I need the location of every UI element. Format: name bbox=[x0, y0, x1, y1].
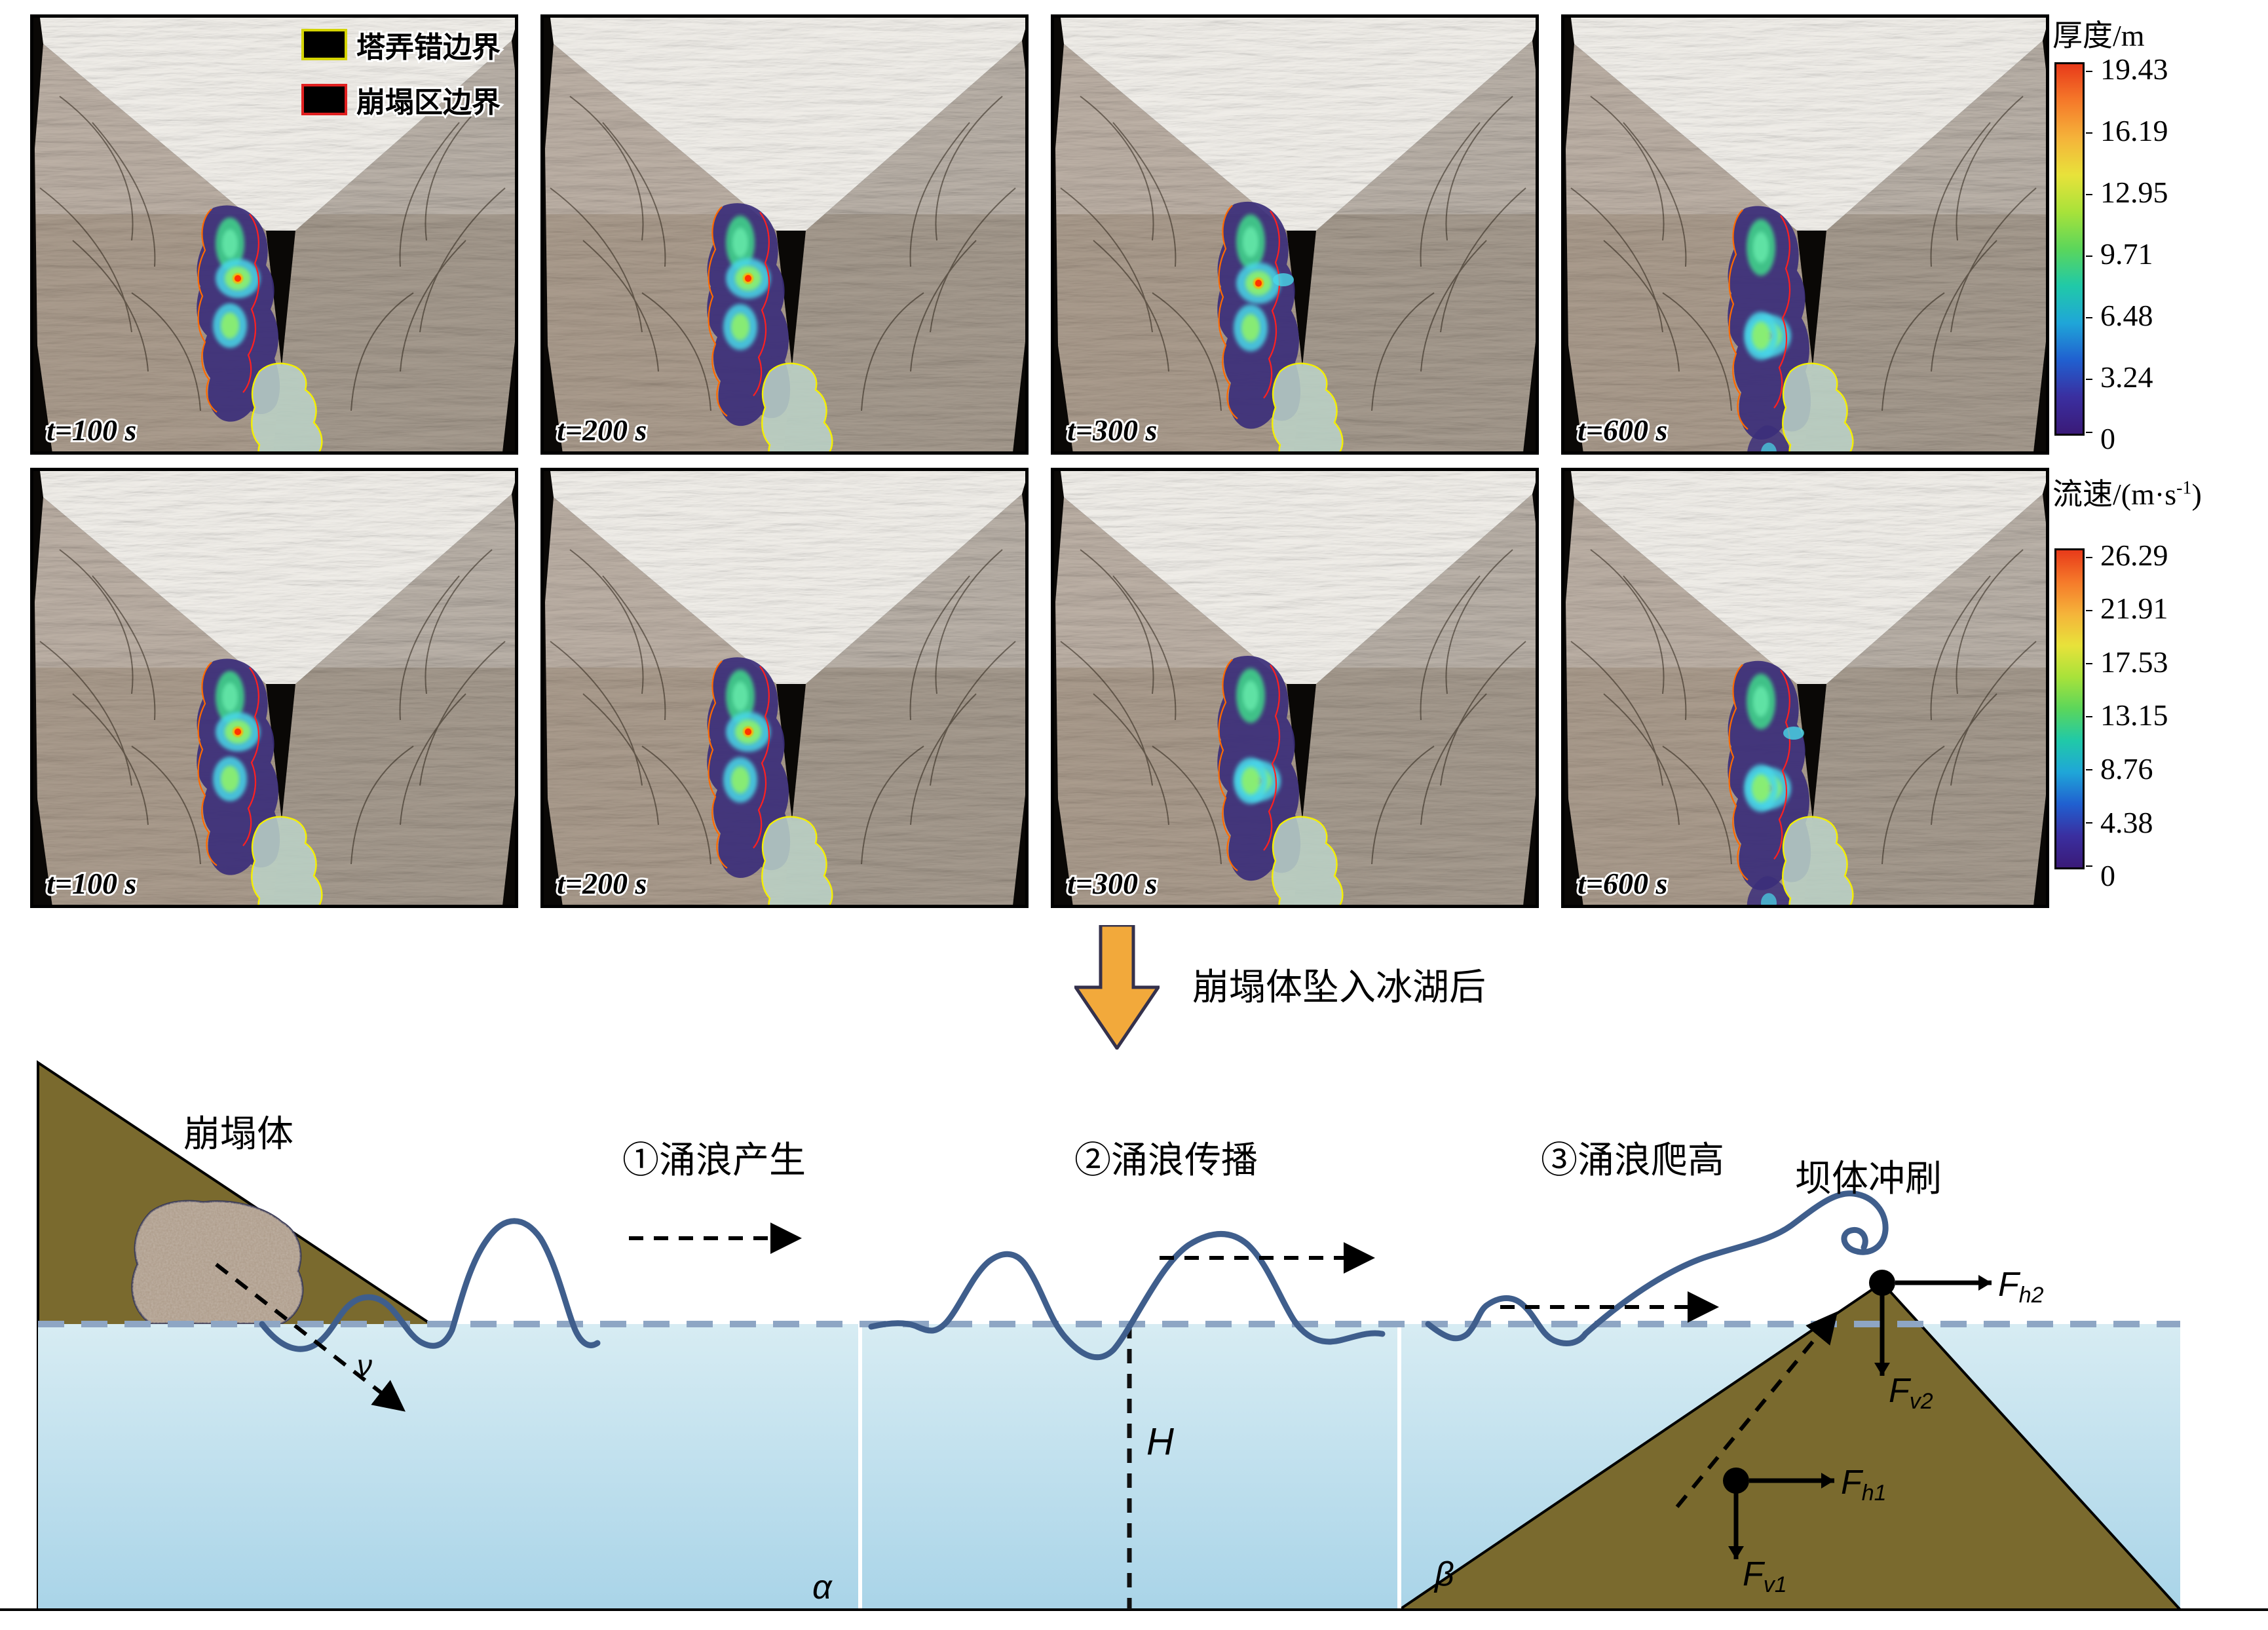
svg-text:t=300 s: t=300 s bbox=[1067, 867, 1157, 900]
svg-text:ν: ν bbox=[357, 1348, 372, 1382]
svg-text:t=200 s: t=200 s bbox=[557, 867, 647, 900]
svg-text:t=200 s: t=200 s bbox=[557, 413, 647, 447]
svg-text:①涌浪产生: ①涌浪产生 bbox=[622, 1139, 806, 1181]
svg-text:t=100 s: t=100 s bbox=[47, 867, 136, 900]
svg-text:t=300 s: t=300 s bbox=[1067, 413, 1157, 447]
svg-text:t=100 s: t=100 s bbox=[47, 413, 136, 447]
svg-text:Fh2: Fh2 bbox=[1998, 1266, 2044, 1308]
svg-text:H: H bbox=[1146, 1420, 1174, 1463]
svg-text:α: α bbox=[812, 1568, 833, 1606]
svg-text:t=600 s: t=600 s bbox=[1578, 413, 1667, 447]
svg-text:坝体冲刷: 坝体冲刷 bbox=[1795, 1158, 1942, 1199]
svg-text:③涌浪爬高: ③涌浪爬高 bbox=[1541, 1139, 1724, 1181]
svg-text:t=600 s: t=600 s bbox=[1578, 867, 1667, 900]
svg-text:②涌浪传播: ②涌浪传播 bbox=[1074, 1139, 1258, 1181]
svg-text:崩塌体: 崩塌体 bbox=[183, 1113, 293, 1154]
svg-text:β: β bbox=[1433, 1555, 1454, 1593]
